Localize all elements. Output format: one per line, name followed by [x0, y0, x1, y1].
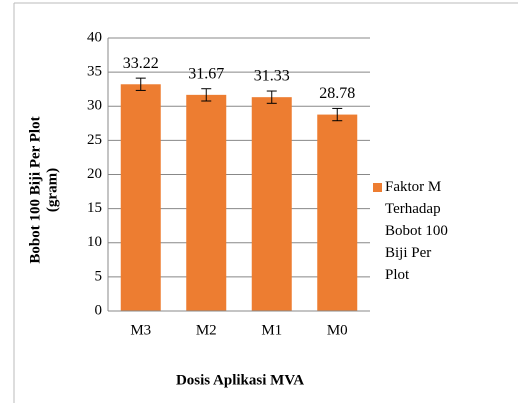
y-tick-label: 10 [87, 234, 102, 250]
legend-swatch [373, 183, 382, 192]
y-tick-label: 40 [87, 29, 102, 45]
legend-line: Bobot 100 [385, 223, 448, 239]
bar [186, 94, 227, 311]
y-axis-label: Bobot 100 Biji Per Plot(gram) [28, 116, 61, 263]
data-label: 31.67 [188, 65, 224, 82]
data-label: 31.33 [254, 68, 290, 85]
y-tick-label: 25 [87, 132, 102, 148]
y-label-line: Bobot 100 Biji Per Plot [28, 116, 44, 263]
y-tick-label: 30 [87, 98, 102, 114]
y-tick-label: 5 [95, 268, 103, 284]
x-axis-label: Dosis Aplikasi MVA [176, 372, 304, 388]
legend-line: Biji Per [385, 245, 431, 261]
y-tick-label: 20 [87, 166, 102, 182]
y-tick-label: 15 [87, 200, 102, 216]
legend-line: Terhadap [385, 201, 441, 217]
y-tick-label: 0 [95, 302, 103, 318]
x-tick-label: M1 [261, 322, 282, 338]
bar [251, 97, 292, 311]
legend-line: Faktor M [385, 179, 441, 195]
data-label: 33.22 [123, 55, 159, 72]
legend-line: Plot [385, 267, 410, 283]
bar [317, 114, 358, 311]
legend-label: Faktor M Terhadap Bobot 100 Biji Per Plot [385, 179, 448, 283]
y-label-line: (gram) [45, 168, 61, 212]
bar [120, 84, 161, 311]
x-tick-label: M2 [196, 322, 217, 338]
x-tick-label: M0 [327, 322, 348, 338]
data-label: 28.78 [319, 85, 355, 102]
x-tick-label: M3 [130, 322, 151, 338]
y-tick-label: 35 [87, 64, 102, 80]
